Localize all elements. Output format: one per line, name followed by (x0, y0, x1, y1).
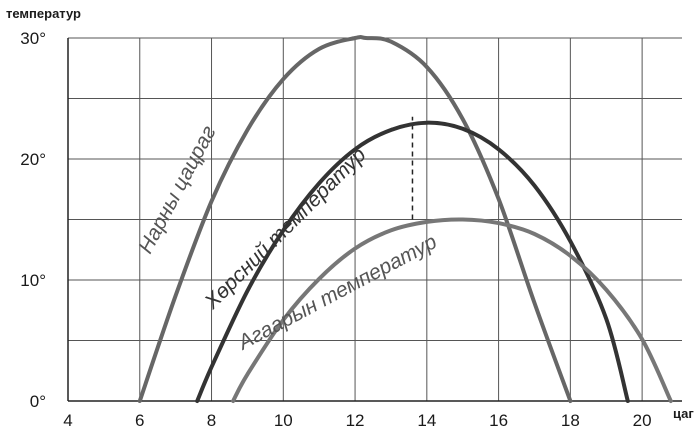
y-tick-label: 0° (30, 392, 46, 411)
tick-labels: 4 6 8 10 12 14 16 18 20 0° 10° 20° 30° (20, 29, 651, 430)
x-tick-label: 12 (346, 411, 365, 430)
y-tick-label: 20° (20, 150, 46, 169)
x-axis-title: цаг (673, 406, 694, 421)
y-axis-title: температур (6, 6, 81, 21)
x-tick-label: 14 (417, 411, 436, 430)
x-tick-label: 10 (274, 411, 293, 430)
x-tick-label: 20 (633, 411, 652, 430)
x-tick-label: 16 (489, 411, 508, 430)
curves (137, 35, 673, 403)
curve-sun-radiation (137, 35, 573, 403)
x-tick-label: 6 (135, 411, 144, 430)
curve-air-temperature (231, 217, 673, 403)
y-tick-label: 10° (20, 271, 46, 290)
x-tick-label: 4 (63, 411, 72, 430)
x-tick-label: 8 (207, 411, 216, 430)
x-tick-label: 18 (561, 411, 580, 430)
y-tick-label: 30° (20, 29, 46, 48)
curve-soil-temperature (195, 120, 630, 403)
axes (67, 38, 682, 402)
